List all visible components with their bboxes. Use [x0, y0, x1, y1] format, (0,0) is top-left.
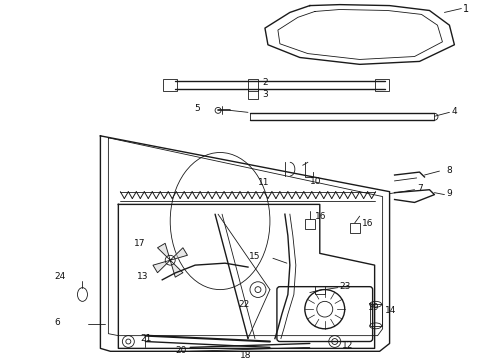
Text: 3: 3 [262, 90, 268, 99]
Bar [163, 79, 177, 91]
Text: 10: 10 [310, 177, 321, 186]
Text: 20: 20 [175, 346, 187, 355]
Text: 16: 16 [362, 220, 373, 229]
Text: 9: 9 [446, 189, 452, 198]
Text: 7: 7 [417, 184, 423, 193]
Text: 13: 13 [137, 273, 148, 282]
Circle shape [165, 255, 175, 265]
Text: 6: 6 [55, 318, 61, 327]
Text: 5: 5 [195, 104, 200, 113]
Text: 21: 21 [140, 334, 152, 343]
Bar [350, 223, 360, 233]
Text: 19: 19 [368, 303, 379, 312]
Text: 2: 2 [262, 78, 268, 87]
Text: 22: 22 [239, 300, 250, 309]
Bar [369, 304, 382, 326]
Text: 16: 16 [315, 212, 326, 221]
Polygon shape [157, 243, 170, 260]
Text: 4: 4 [451, 107, 457, 116]
Polygon shape [153, 260, 170, 273]
Text: 1: 1 [464, 4, 469, 14]
Text: 11: 11 [258, 178, 270, 187]
Text: 24: 24 [54, 273, 66, 282]
Bar [248, 79, 258, 91]
Text: 14: 14 [385, 306, 396, 315]
Polygon shape [170, 260, 183, 277]
Polygon shape [170, 248, 188, 260]
Text: 18: 18 [240, 351, 251, 360]
Text: 15: 15 [248, 252, 260, 261]
Bar [305, 219, 315, 229]
Text: 12: 12 [342, 341, 353, 350]
Text: 23: 23 [340, 282, 351, 291]
Bar [315, 286, 325, 293]
Bar [375, 79, 389, 91]
Text: 8: 8 [446, 166, 452, 175]
Text: 17: 17 [134, 239, 145, 248]
Bar [248, 89, 258, 99]
